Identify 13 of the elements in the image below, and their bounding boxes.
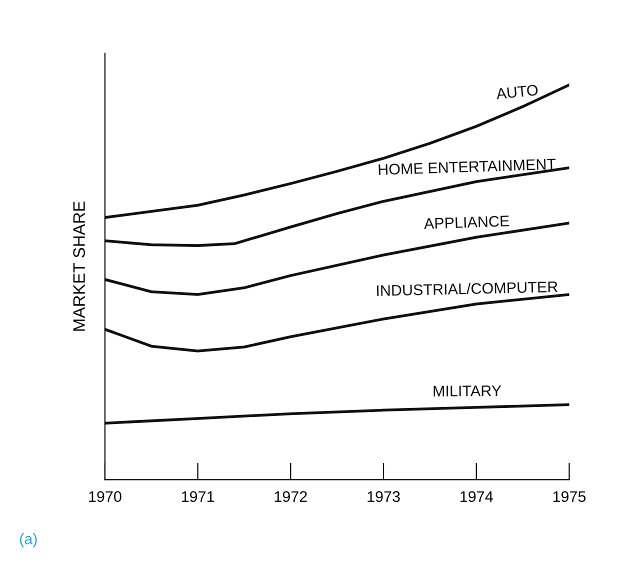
- series-label: INDUSTRIAL/COMPUTER: [376, 280, 558, 296]
- series-label: MILITARY: [434, 385, 502, 396]
- series-label: APPLIANCE: [424, 215, 510, 230]
- y-axis-title: MARKET SHARE: [73, 202, 85, 331]
- x-tick-label: 1974: [460, 491, 493, 502]
- x-tick-label: 1975: [553, 491, 586, 502]
- x-tick-label: 1970: [89, 491, 122, 502]
- text: AUTO: [496, 84, 538, 100]
- series-label: HOME ENTERTAINMENT: [378, 158, 556, 176]
- text: (a): [20, 533, 37, 548]
- x-tick-label: 1971: [182, 491, 214, 502]
- x-tick-label: 1973: [368, 491, 400, 502]
- x-tick-label: 1972: [274, 491, 307, 502]
